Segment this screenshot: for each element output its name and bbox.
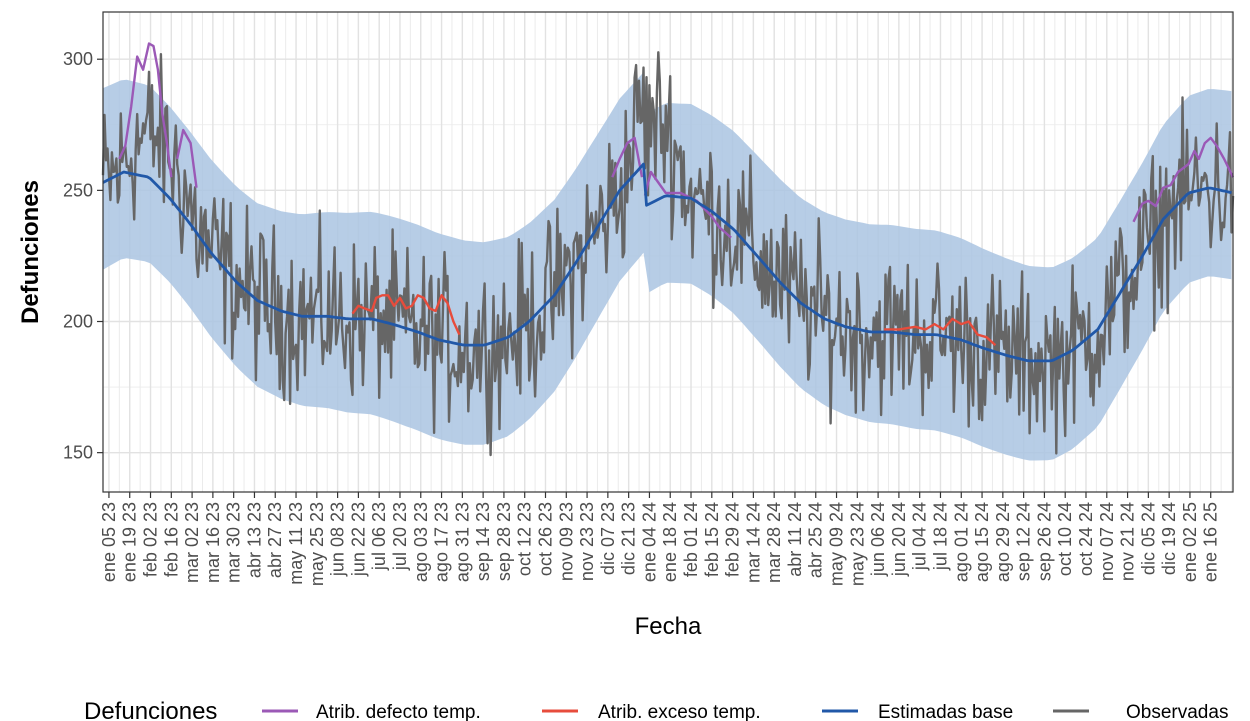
- x-tick-label: ago 03 23: [411, 502, 431, 582]
- x-tick-label: ene 16 25: [1201, 502, 1221, 582]
- x-tick-label: dic 07 23: [598, 502, 618, 575]
- x-tick-label: abr 13 23: [245, 502, 265, 578]
- x-tick-label: jul 18 24: [931, 502, 951, 571]
- x-tick-label: feb 16 23: [161, 502, 181, 577]
- x-tick-label: may 23 24: [847, 502, 867, 586]
- defecto-line: [176, 128, 198, 188]
- x-tick-label: mar 14 24: [743, 502, 763, 583]
- x-tick-label: nov 21 24: [1118, 502, 1138, 581]
- defecto-line: [611, 136, 644, 178]
- x-tick-label: jun 20 24: [889, 502, 909, 577]
- x-tick-label: feb 29 24: [723, 502, 743, 577]
- defecto-line: [643, 170, 732, 239]
- x-tick-label: sep 14 23: [473, 502, 493, 581]
- legend-title: Defunciones: [84, 698, 217, 721]
- x-axis: ene 05 23 ene 19 23 feb 02 23 feb 16 23 mar …: [99, 492, 1221, 586]
- x-tick-label: mar 28 24: [764, 502, 784, 583]
- y-tick-label: 150: [63, 443, 93, 463]
- x-tick-label: feb 15 24: [702, 502, 722, 577]
- x-tick-label: mar 30 23: [224, 502, 244, 583]
- x-tick-label: oct 10 24: [1055, 502, 1075, 576]
- x-tick-label: sep 26 24: [1034, 502, 1054, 581]
- y-tick-label: 200: [63, 312, 93, 332]
- x-tick-label: mar 02 23: [182, 502, 202, 583]
- legend-label-base: Estimadas base: [878, 702, 1013, 721]
- estimadas-base-line: [102, 162, 1232, 363]
- x-tick-label: ago 01 24: [951, 502, 971, 582]
- exceso-series: [351, 294, 997, 346]
- x-tick-label: ago 31 23: [452, 502, 472, 582]
- x-tick-label: nov 23 23: [577, 502, 597, 581]
- x-tick-label: feb 01 24: [681, 502, 701, 577]
- x-tick-label: may 09 24: [827, 502, 847, 586]
- x-tick-label: sep 28 23: [494, 502, 514, 581]
- x-tick-label: ene 04 24: [639, 502, 659, 582]
- exceso-line: [351, 294, 461, 336]
- x-tick-label: dic 19 24: [1159, 502, 1179, 575]
- x-tick-label: abr 25 24: [806, 502, 826, 578]
- x-tick-label: ene 02 25: [1180, 502, 1200, 582]
- x-tick-label: dic 05 24: [1138, 502, 1158, 575]
- x-axis-title: Fecha: [635, 613, 702, 640]
- x-tick-label: may 25 23: [307, 502, 327, 586]
- x-tick-label: may 11 23: [286, 502, 306, 585]
- defecto-line: [1132, 136, 1235, 223]
- x-tick-label: dic 21 23: [619, 502, 639, 575]
- x-tick-label: jul 04 24: [910, 502, 930, 571]
- y-axis-title: Defunciones: [17, 180, 44, 324]
- y-axis: 150 200 250 300: [63, 49, 103, 463]
- x-tick-label: mar 16 23: [203, 502, 223, 583]
- x-tick-label: jul 06 23: [369, 502, 389, 571]
- confidence-band: [103, 72, 1232, 461]
- defecto-line: [118, 42, 173, 178]
- x-tick-label: sep 12 24: [1014, 502, 1034, 581]
- legend-label-observadas: Observadas: [1126, 702, 1228, 721]
- x-tick-label: abr 27 23: [265, 502, 285, 578]
- x-tick-label: ene 19 23: [120, 502, 140, 582]
- x-tick-label: jun 08 23: [328, 502, 348, 577]
- legend-label-defecto: Atrib. defecto temp.: [316, 702, 481, 721]
- observadas-line: [101, 51, 1235, 457]
- legend-label-exceso: Atrib. exceso temp.: [598, 702, 761, 721]
- defecto-series: [118, 42, 1235, 239]
- x-tick-label: feb 02 23: [141, 502, 161, 577]
- x-tick-label: jun 22 23: [348, 502, 368, 577]
- x-tick-label: ago 29 24: [993, 502, 1013, 582]
- y-tick-label: 250: [63, 180, 93, 200]
- x-tick-label: oct 26 23: [536, 502, 556, 576]
- x-tick-label: ago 15 24: [972, 502, 992, 582]
- x-tick-label: jun 06 24: [868, 502, 888, 577]
- observed-series: [101, 51, 1235, 457]
- plot-border: [102, 11, 1234, 493]
- y-tick-label: 300: [63, 49, 93, 69]
- x-tick-label: abr 11 24: [785, 502, 805, 577]
- plot-panel: [101, 11, 1235, 493]
- x-tick-label: ene 05 23: [99, 502, 119, 582]
- confidence-band-area: [103, 72, 1232, 461]
- base-series: [102, 162, 1232, 363]
- x-tick-label: ago 17 23: [432, 502, 452, 582]
- x-tick-label: jul 20 23: [390, 502, 410, 571]
- x-tick-label: ene 18 24: [660, 502, 680, 582]
- x-tick-label: oct 24 24: [1076, 502, 1096, 576]
- x-tick-label: nov 09 23: [556, 502, 576, 581]
- x-tick-label: nov 07 24: [1097, 502, 1117, 581]
- x-tick-label: oct 12 23: [515, 502, 535, 576]
- exceso-line: [884, 317, 997, 346]
- legend: Defunciones Atrib. defecto temp. Atrib. …: [84, 698, 1228, 721]
